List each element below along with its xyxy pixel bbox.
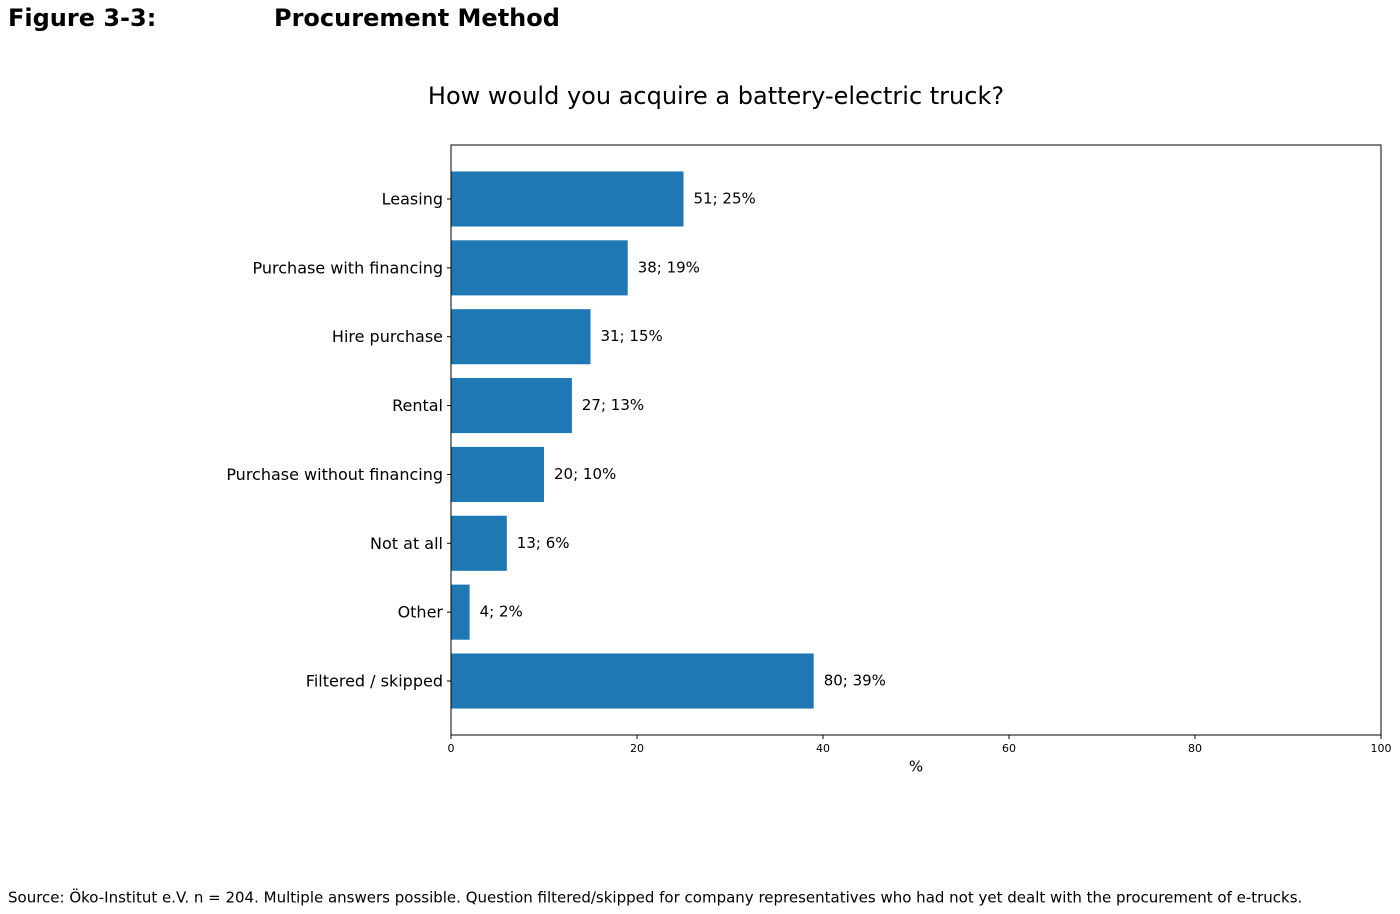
y-tick-label: Filtered / skipped bbox=[306, 672, 443, 691]
bar bbox=[451, 240, 628, 296]
y-tick-label: Other bbox=[398, 603, 444, 622]
y-tick-label: Rental bbox=[392, 396, 443, 415]
y-tick-label: Hire purchase bbox=[332, 327, 443, 346]
value-label: 31; 15% bbox=[601, 327, 663, 345]
x-tick-label: 100 bbox=[1371, 742, 1392, 755]
figure-title: Procurement Method bbox=[274, 4, 560, 32]
bar bbox=[451, 171, 684, 227]
x-axis-label: % bbox=[909, 758, 923, 776]
value-label: 13; 6% bbox=[517, 534, 570, 552]
value-label: 27; 13% bbox=[582, 396, 644, 414]
value-label: 20; 10% bbox=[554, 465, 616, 483]
x-tick-label: 60 bbox=[1002, 742, 1016, 755]
y-tick-label: Purchase without financing bbox=[226, 465, 443, 484]
x-tick-label: 80 bbox=[1188, 742, 1202, 755]
value-label: 4; 2% bbox=[480, 603, 523, 621]
bar bbox=[451, 653, 814, 709]
chart-title: How would you acquire a battery-electric… bbox=[428, 82, 1004, 110]
bar bbox=[451, 309, 591, 365]
value-label: 38; 19% bbox=[638, 258, 700, 276]
x-tick-label: 20 bbox=[630, 742, 644, 755]
x-tick-label: 40 bbox=[816, 742, 830, 755]
x-tick-label: 0 bbox=[448, 742, 455, 755]
source-note: Source: Öko-Institut e.V. n = 204. Multi… bbox=[8, 888, 1302, 907]
bar bbox=[451, 515, 507, 571]
figure-label: Figure 3-3: bbox=[8, 4, 156, 32]
y-tick-label: Leasing bbox=[382, 189, 443, 208]
y-tick-label: Purchase with financing bbox=[253, 258, 443, 277]
y-tick-label: Not at all bbox=[370, 534, 443, 553]
value-label: 80; 39% bbox=[824, 672, 886, 690]
bar bbox=[451, 378, 572, 434]
bar bbox=[451, 446, 544, 502]
bar bbox=[451, 584, 470, 640]
plot-frame bbox=[450, 144, 1382, 736]
value-label: 51; 25% bbox=[694, 189, 756, 207]
